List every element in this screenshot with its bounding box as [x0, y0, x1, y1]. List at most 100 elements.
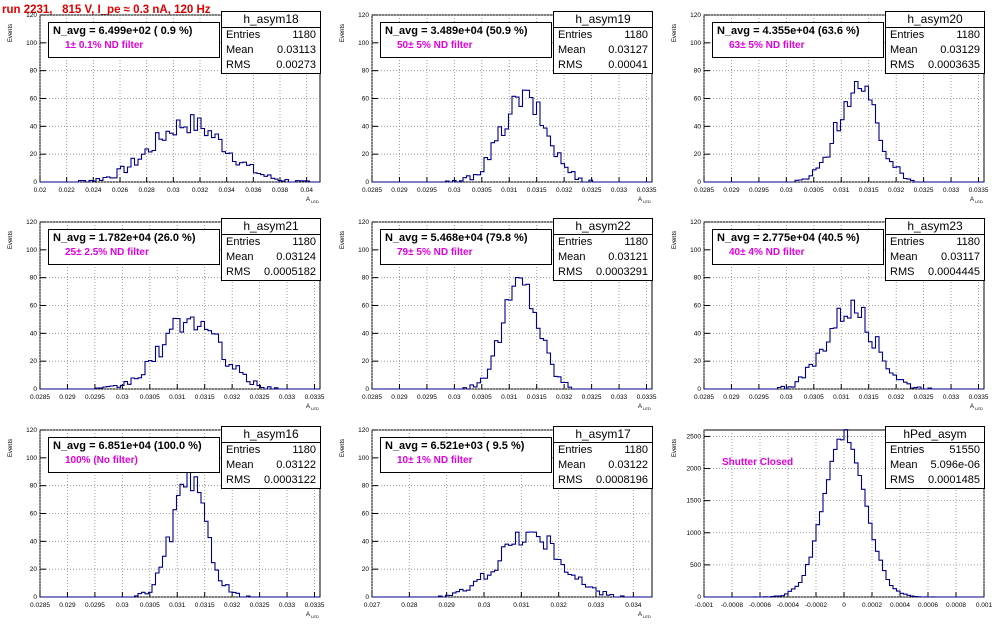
- stats-entries: Entries 1180: [226, 29, 316, 41]
- y-tick-label: 0: [697, 594, 701, 601]
- x-tick-label: 0.036: [245, 187, 262, 194]
- panel-h_asym21: 0.0285 0.029 0.0295 0.03 0.0305 0.031 0.0315 0.…: [0, 207, 332, 414]
- stats-box: h_asym19 Entries 1180 Mean 0.03127 RMS 0.00041: [553, 11, 653, 74]
- stats-entries: Entries 51550: [890, 444, 980, 456]
- x-tick-label: 0.0335: [305, 602, 325, 609]
- x-tick-label: 0.026: [112, 187, 129, 194]
- x-tick-label: 0.0006: [918, 602, 938, 609]
- x-tick-label: 0.0305: [804, 187, 824, 194]
- x-tick-label: 0.0295: [749, 394, 769, 401]
- stats-rms: RMS 0.00273: [226, 59, 316, 71]
- x-tick-label: 0.03: [780, 394, 793, 401]
- stats-rms: RMS 0.0008196: [558, 474, 648, 486]
- navg-text: N_avg = 6.521e+03 ( 9.5 %): [385, 440, 525, 452]
- x-tick-label: 0.033: [279, 602, 296, 609]
- x-tick-label: 0.0325: [914, 187, 934, 194]
- x-tick-label: 0.038: [272, 187, 289, 194]
- x-tick-label: 0.0295: [85, 602, 105, 609]
- x-tick-label: 0.031: [501, 187, 518, 194]
- y-tick-label: 120: [690, 219, 701, 226]
- y-tick-label: 60: [694, 96, 702, 103]
- navg-box: N_avg = 6.521e+03 ( 9.5 %) 10± 1% ND filt…: [380, 437, 552, 473]
- y-tick-label: 80: [30, 68, 38, 75]
- stats-rms: RMS 0.0005182: [226, 266, 316, 278]
- y-tick-label: 120: [358, 219, 369, 226]
- y-tick-label: 80: [30, 483, 38, 490]
- x-tick-label: 0.028: [401, 602, 418, 609]
- y-tick-label: 0: [33, 594, 37, 601]
- x-tick-label: 0.0285: [30, 394, 50, 401]
- y-tick-label: 0: [365, 179, 369, 186]
- x-tick-label: 0.029: [723, 187, 740, 194]
- x-tick-label: 0.0295: [85, 394, 105, 401]
- x-tick-label: 0.031: [833, 394, 850, 401]
- stats-entries: Entries 1180: [890, 29, 980, 41]
- x-tick-label: 0.0295: [417, 394, 437, 401]
- x-tick-label: 0.0285: [362, 187, 382, 194]
- x-tick-label: 0.0325: [250, 394, 270, 401]
- stats-rms: RMS 0.0003635: [890, 59, 980, 71]
- x-tick-label: 0.0285: [30, 602, 50, 609]
- panel-h_asym16: 0.0285 0.029 0.0295 0.03 0.0305 0.031 0.0315 0.…: [0, 415, 332, 622]
- panel-h_asym17: 0.027 0.028 0.029 0.03 0.031 0.032 0.033 0.034 0…: [332, 415, 664, 622]
- stats-box: h_asym16 Entries 1180 Mean 0.03122 RMS 0.00031…: [221, 426, 321, 489]
- navg-text: N_avg = 1.782e+04 (26.0 %): [53, 232, 196, 244]
- x-axis-label: ALED: [970, 404, 983, 411]
- stats-box: h_asym20 Entries 1180 Mean 0.03129 RMS 0.00036…: [885, 11, 985, 74]
- filter-label: 10± 1% ND filter: [397, 455, 473, 466]
- x-tick-label: 0.0004: [890, 602, 910, 609]
- stats-name: hPed_asym: [886, 427, 984, 443]
- x-tick-label: 0.032: [192, 187, 209, 194]
- stats-mean: Mean 0.03117: [890, 251, 980, 263]
- y-axis-label: Events: [340, 231, 346, 249]
- y-tick-label: 100: [26, 40, 37, 47]
- stats-mean: Mean 0.03127: [558, 44, 648, 56]
- x-tick-label: 0.0315: [527, 394, 547, 401]
- y-tick-label: 60: [362, 511, 370, 518]
- y-axis-label: Events: [8, 439, 14, 457]
- x-tick-label: 0.0305: [140, 602, 160, 609]
- y-tick-label: 20: [30, 151, 38, 158]
- y-tick-label: 40: [30, 123, 38, 130]
- stats-rms: RMS 0.0003291: [558, 266, 648, 278]
- y-tick-label: 100: [358, 455, 369, 462]
- x-tick-label: 0.029: [391, 394, 408, 401]
- panel-hPed_asym: -0.001 -0.0008 -0.0006 -0.0004 -0.0002 0 0.000…: [664, 415, 996, 622]
- y-tick-label: 120: [26, 219, 37, 226]
- x-tick-label: -0.0004: [777, 602, 799, 609]
- panel-h_asym20: 0.0285 0.029 0.0295 0.03 0.0305 0.031 0.0315 0.…: [664, 0, 996, 207]
- navg-box: N_avg = 5.468e+04 (79.8 %) 79± 5% ND filt…: [380, 229, 552, 265]
- x-tick-label: 0.033: [611, 187, 628, 194]
- x-tick-label: 0.032: [224, 394, 241, 401]
- x-tick-label: 0.029: [59, 394, 76, 401]
- y-tick-label: 0: [365, 386, 369, 393]
- y-tick-label: 80: [362, 275, 370, 282]
- stats-mean: Mean 0.03121: [558, 251, 648, 263]
- stats-box: h_asym18 Entries 1180 Mean 0.03113 RMS 0.00273: [221, 11, 321, 74]
- stats-rms: RMS 0.00041: [558, 59, 648, 71]
- y-axis-label: Events: [672, 439, 678, 457]
- y-axis-label: Events: [672, 24, 678, 42]
- filter-label: 63± 5% ND filter: [729, 40, 805, 51]
- x-tick-label: 0.032: [888, 394, 905, 401]
- y-tick-label: 60: [30, 303, 38, 310]
- filter-label: 100% (No filter): [65, 455, 138, 466]
- y-tick-label: 120: [690, 12, 701, 19]
- x-axis-label: ALED: [306, 197, 319, 204]
- x-axis-label: ALED: [638, 612, 651, 619]
- x-tick-label: 0.031: [169, 394, 186, 401]
- x-tick-label: 0.03: [448, 187, 461, 194]
- panel-h_asym23: 0.0285 0.029 0.0295 0.03 0.0305 0.031 0.0315 0.…: [664, 207, 996, 414]
- x-tick-label: -0.0008: [721, 602, 743, 609]
- x-tick-label: -0.0002: [805, 602, 827, 609]
- x-tick-label: 0.033: [611, 394, 628, 401]
- navg-text: N_avg = 5.468e+04 (79.8 %): [385, 232, 528, 244]
- histogram-line: [704, 429, 984, 598]
- stats-box: h_asym22 Entries 1180 Mean 0.03121 RMS 0.00032…: [553, 218, 653, 281]
- x-tick-label: 0.03: [116, 602, 129, 609]
- x-tick-label: 0.03: [780, 187, 793, 194]
- stats-mean: Mean 5.096e-06: [890, 459, 980, 471]
- y-tick-label: 100: [358, 40, 369, 47]
- x-tick-label: -0.0006: [749, 602, 771, 609]
- stats-name: h_asym21: [222, 219, 320, 235]
